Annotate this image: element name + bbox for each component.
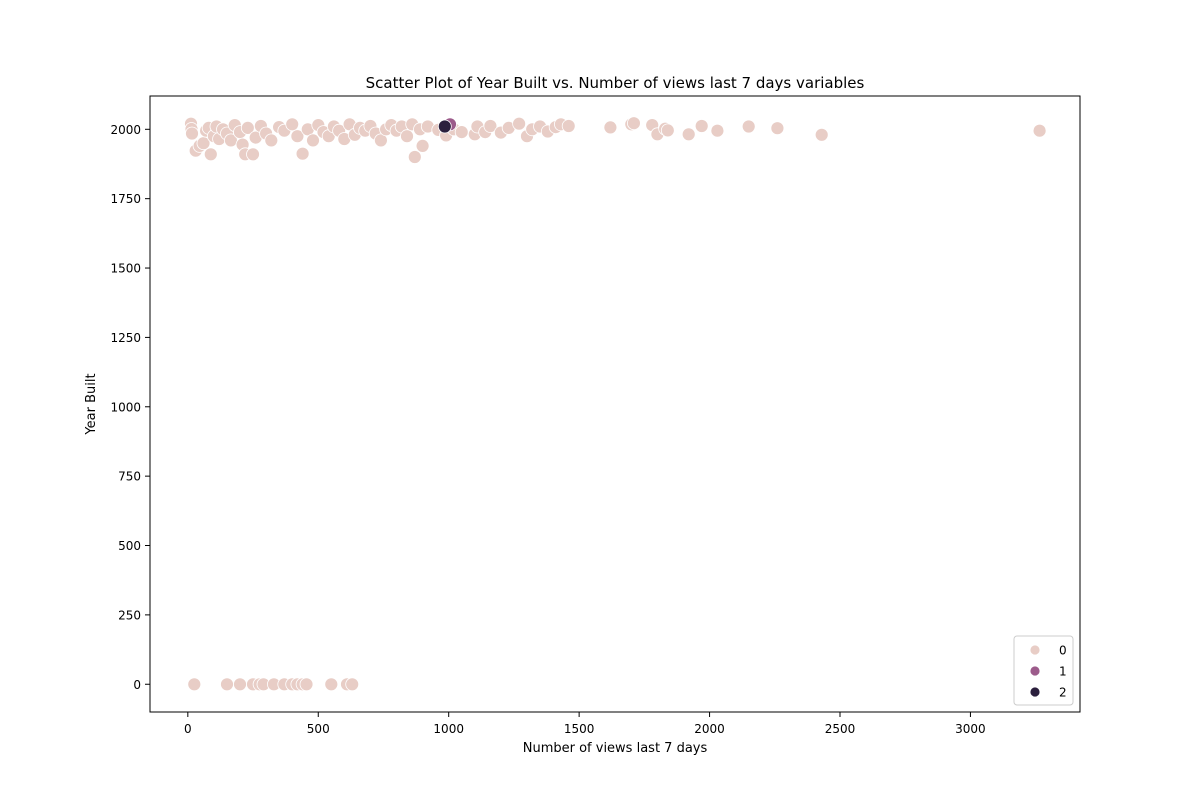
- y-tick-label: 2000: [110, 123, 141, 137]
- scatter-point-series-0: [627, 116, 641, 131]
- legend-label-1: 1: [1059, 665, 1067, 679]
- scatter-point-series-0: [415, 138, 430, 153]
- scatter-point-series-0: [454, 125, 469, 140]
- x-tick-label: 3000: [955, 722, 986, 736]
- legend-marker-1: [1029, 665, 1041, 677]
- scatter-point-series-0: [324, 677, 339, 692]
- legend-label-2: 2: [1059, 686, 1067, 700]
- scatter-point-series-0: [373, 133, 388, 148]
- y-tick-label: 0: [133, 678, 141, 692]
- y-tick-label: 750: [118, 470, 141, 484]
- legend-marker-0: [1029, 644, 1041, 656]
- scatter-point-series-0: [710, 123, 725, 138]
- legend-box: [1013, 635, 1074, 706]
- scatter-point-series-0: [233, 677, 247, 692]
- y-tick-label: 1000: [110, 400, 141, 414]
- scatter-point-series-0: [345, 677, 360, 692]
- scatter-point-series-0: [295, 146, 310, 161]
- scatter-point-series-0: [187, 677, 202, 692]
- x-axis-ticks: 0 500 1000 1500 2000 2500 3000: [184, 712, 986, 736]
- chart-title: Scatter Plot of Year Built vs. Number of…: [366, 74, 865, 92]
- legend-marker-2: [1029, 686, 1041, 698]
- scatter-point-series-0: [400, 129, 414, 144]
- x-axis-label: Number of views last 7 days: [523, 741, 708, 756]
- scatter-point-series-0: [660, 123, 675, 138]
- plot-frame: [149, 95, 1081, 713]
- scatter-point-series-0: [770, 121, 785, 136]
- scatter-point-series-0: [285, 117, 300, 132]
- scatter-point-series-0: [290, 129, 305, 144]
- scatter-point-series-0: [407, 150, 422, 164]
- scatter-point-series-0: [1032, 123, 1047, 138]
- x-tick-label: 500: [307, 722, 330, 736]
- y-axis-ticks: 0 250 500 750 1000 1250 1500 1750 2000: [110, 123, 150, 692]
- scatter-point-series-0: [561, 119, 576, 133]
- scatter-point-series-0: [246, 147, 260, 162]
- scatter-point-series-0: [814, 127, 829, 142]
- y-tick-label: 1250: [110, 331, 141, 345]
- x-tick-label: 2000: [694, 722, 725, 736]
- data-points: [184, 116, 1047, 692]
- y-axis-label: Year Built: [84, 373, 99, 435]
- y-tick-label: 1500: [110, 262, 141, 276]
- scatter-point-series-0: [603, 120, 618, 135]
- scatter-point-series-0: [512, 116, 526, 131]
- scatter-point-series-0: [185, 126, 199, 141]
- x-tick-label: 1000: [433, 722, 464, 736]
- x-tick-label: 2500: [825, 722, 856, 736]
- scatter-point-series-0: [203, 147, 218, 162]
- x-tick-label: 0: [184, 722, 192, 736]
- scatter-point-series-2: [437, 119, 452, 134]
- scatter-point-series-0: [264, 133, 279, 148]
- legend-label-0: 0: [1059, 644, 1067, 658]
- scatter-point-series-0: [306, 133, 320, 148]
- scatter-point-series-0: [694, 119, 709, 133]
- y-tick-label: 250: [118, 608, 141, 622]
- scatter-point-series-0: [681, 127, 696, 142]
- scatter-point-series-0: [220, 677, 234, 692]
- scatter-point-series-0: [299, 677, 314, 692]
- legend: 0 1 2: [1013, 635, 1074, 706]
- y-tick-label: 500: [118, 539, 141, 553]
- scatter-point-series-0: [483, 119, 498, 133]
- scatter-point-series-0: [741, 119, 756, 134]
- y-tick-label: 1750: [110, 192, 141, 206]
- x-tick-label: 1500: [564, 722, 595, 736]
